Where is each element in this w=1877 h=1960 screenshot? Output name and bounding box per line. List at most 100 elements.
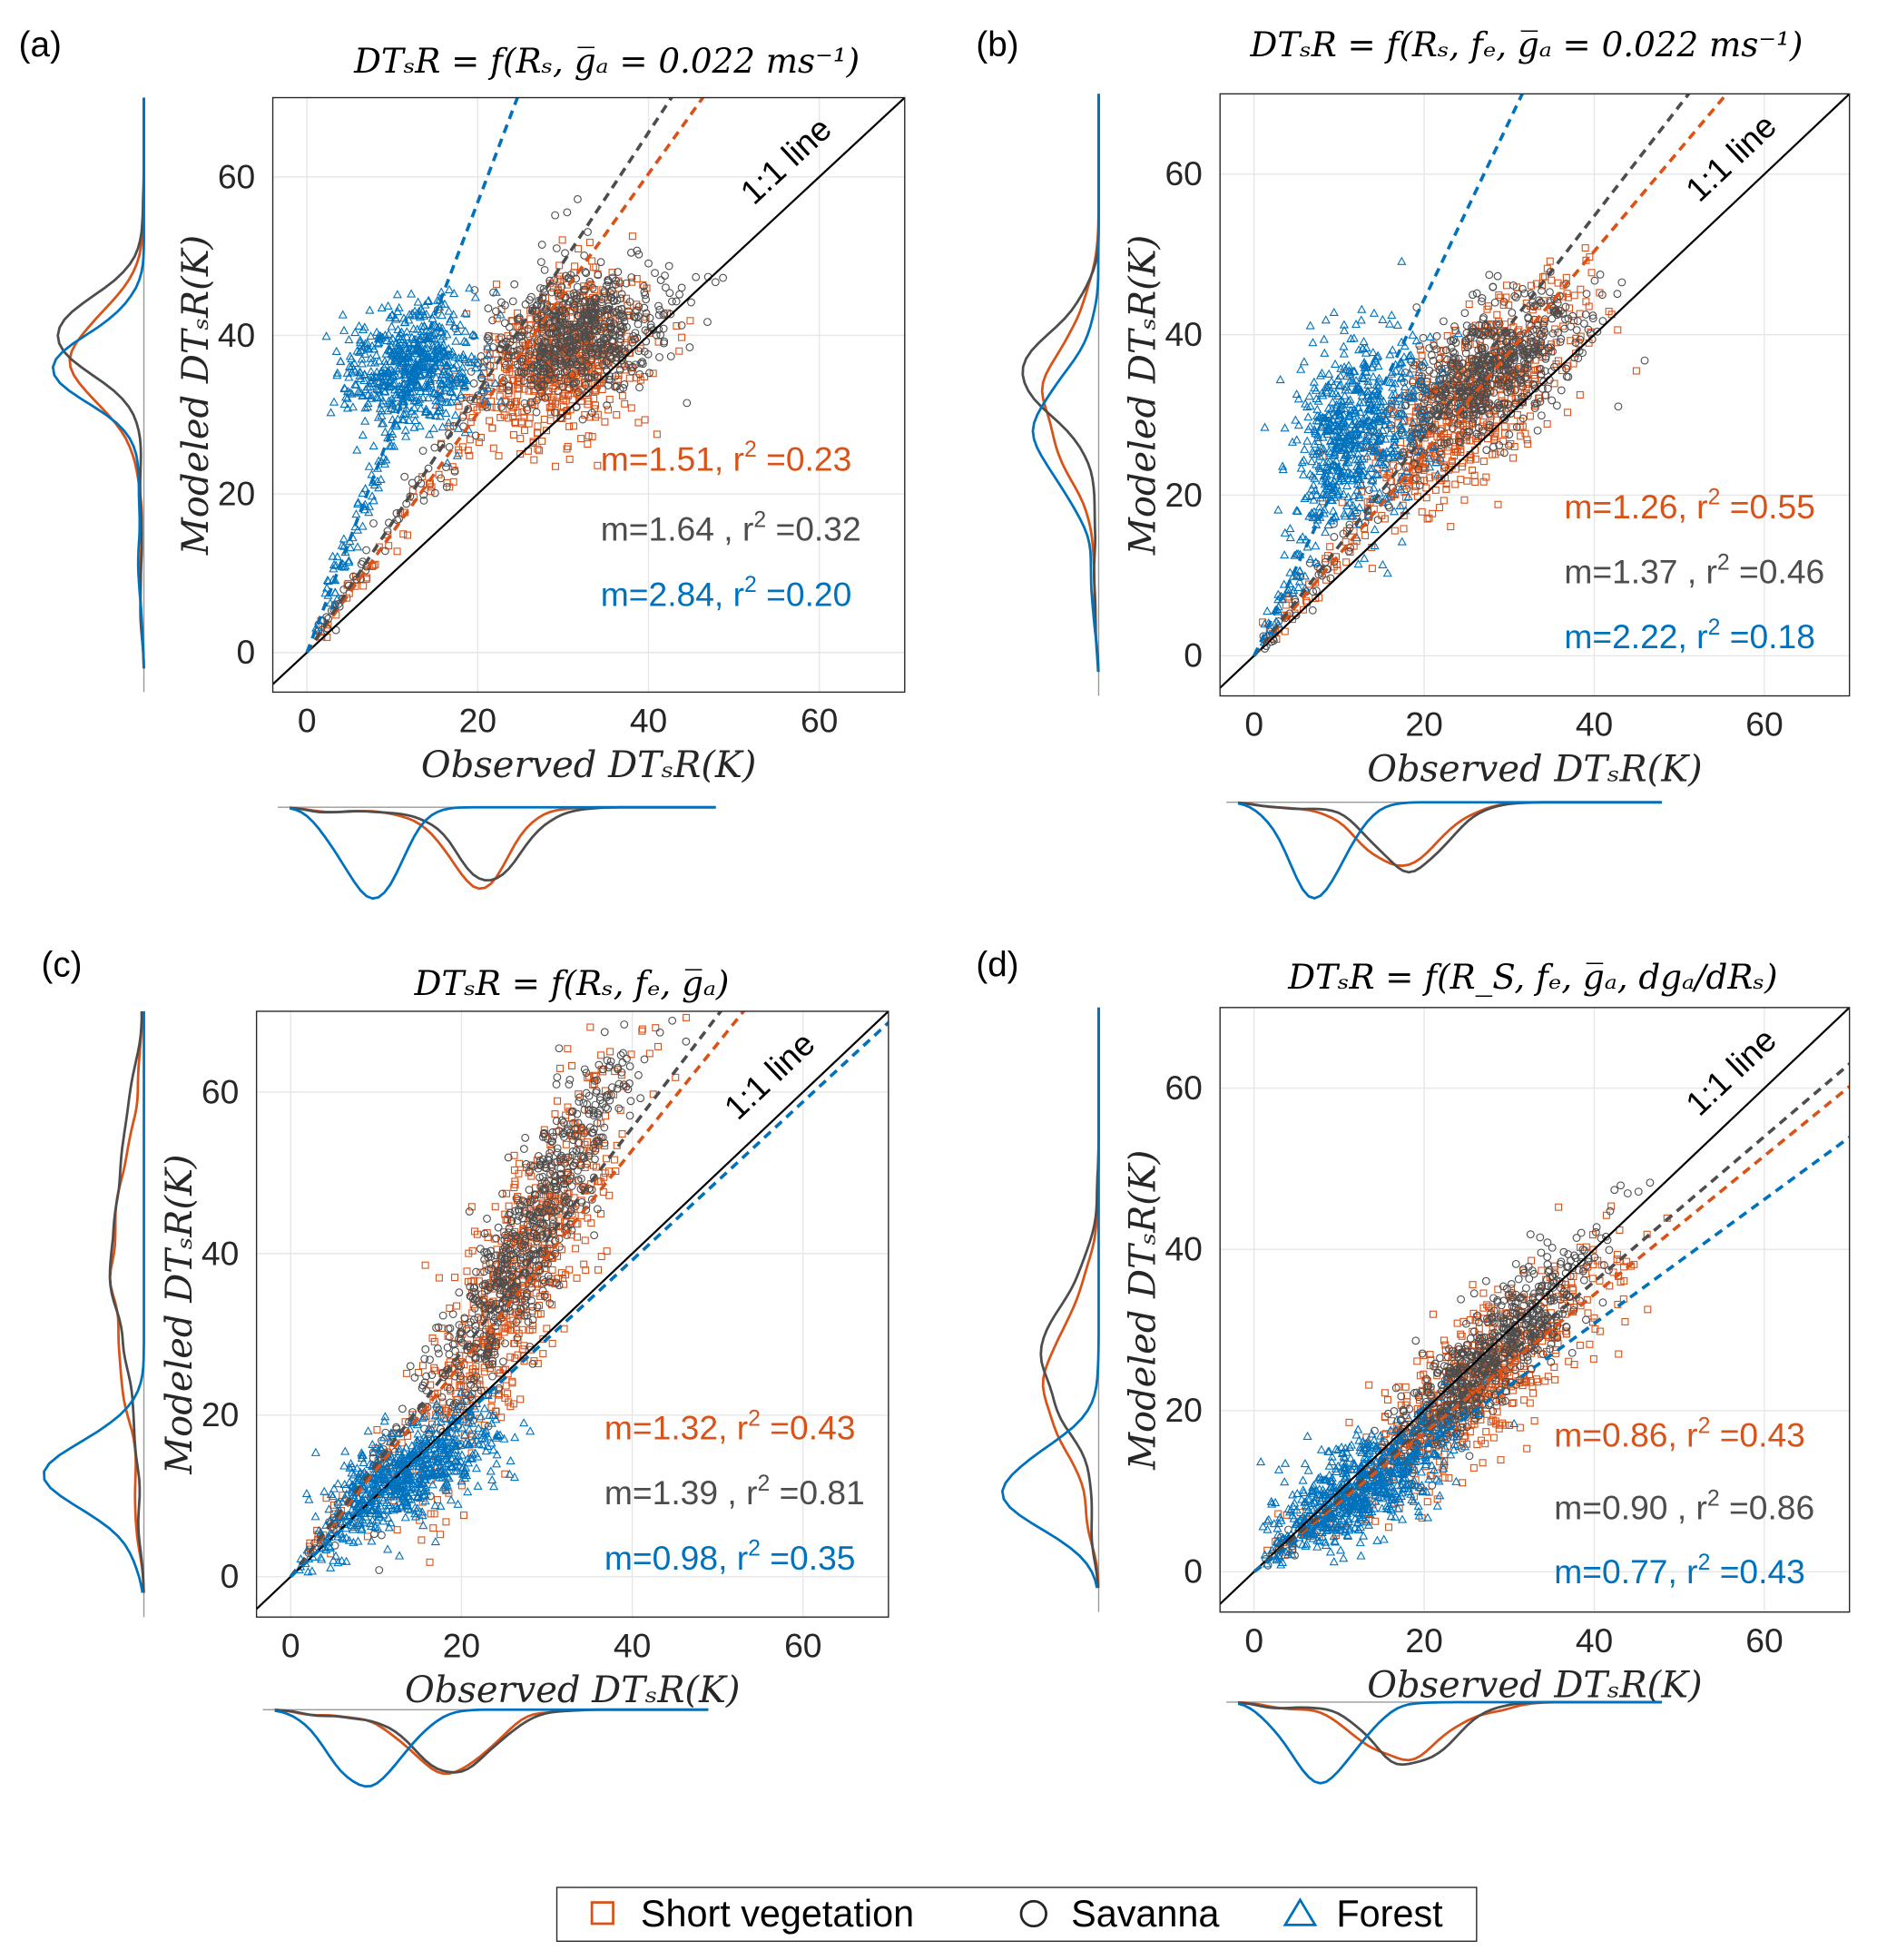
point-savanna	[645, 313, 654, 322]
point-forest	[1376, 452, 1386, 462]
point-savanna	[1614, 402, 1623, 411]
point-savanna	[1488, 330, 1497, 338]
point-forest	[1285, 524, 1295, 533]
point-short-vegetation	[502, 1382, 510, 1390]
point-forest	[347, 389, 357, 398]
point-savanna	[1493, 271, 1502, 281]
x-tick-label: 20	[459, 702, 496, 740]
point-forest	[1354, 502, 1364, 512]
point-short-vegetation	[1466, 456, 1474, 464]
point-short-vegetation	[543, 427, 551, 435]
point-forest	[360, 484, 370, 493]
point-forest	[364, 507, 374, 517]
point-forest	[1337, 397, 1348, 406]
point-forest	[1388, 448, 1398, 457]
y-tick-label: 40	[218, 316, 255, 354]
point-forest	[398, 414, 408, 424]
point-forest	[1358, 414, 1369, 423]
point-forest	[1394, 393, 1404, 402]
point-savanna	[573, 291, 582, 300]
point-forest	[1315, 466, 1325, 476]
point-forest	[1385, 428, 1395, 437]
point-savanna	[1521, 359, 1529, 369]
point-forest	[1393, 410, 1403, 419]
point-short-vegetation	[564, 411, 572, 419]
point-forest	[1278, 461, 1288, 470]
point-short-vegetation	[539, 1350, 547, 1358]
point-savanna	[685, 343, 694, 351]
point-forest	[344, 556, 354, 566]
point-forest	[1354, 489, 1364, 498]
point-savanna	[535, 364, 544, 373]
point-forest	[1312, 489, 1322, 499]
point-savanna	[1469, 291, 1477, 300]
point-short-vegetation	[562, 397, 570, 405]
point-forest	[397, 327, 407, 336]
point-savanna	[1596, 271, 1605, 279]
point-forest	[424, 409, 435, 419]
point-savanna	[1539, 377, 1548, 386]
point-short-vegetation	[577, 435, 585, 443]
point-forest	[395, 370, 405, 379]
point-savanna	[1508, 331, 1517, 340]
point-forest	[1361, 368, 1371, 377]
point-forest	[378, 368, 388, 377]
point-forest	[1339, 341, 1349, 350]
point-savanna	[543, 376, 552, 385]
point-forest	[1311, 541, 1321, 550]
point-forest	[348, 402, 358, 411]
point-forest	[344, 556, 354, 565]
point-forest	[407, 289, 417, 298]
point-short-vegetation	[625, 349, 634, 357]
point-forest	[1351, 375, 1361, 385]
point-forest	[379, 387, 389, 396]
point-savanna	[553, 345, 562, 354]
point-forest	[461, 337, 471, 347]
point-forest	[1308, 447, 1318, 456]
point-forest	[449, 288, 459, 298]
point-forest	[378, 419, 388, 428]
point-savanna	[620, 317, 629, 326]
point-forest	[1354, 461, 1364, 470]
point-short-vegetation	[1440, 497, 1448, 505]
point-short-vegetation	[514, 409, 522, 417]
point-short-vegetation	[563, 445, 571, 453]
point-savanna	[1402, 485, 1411, 494]
point-savanna	[1394, 463, 1402, 471]
point-forest	[1360, 436, 1370, 445]
point-savanna	[1508, 309, 1517, 317]
point-forest	[394, 384, 404, 393]
point-forest	[329, 397, 339, 406]
point-savanna	[1504, 358, 1513, 366]
point-forest	[1310, 426, 1320, 436]
point-savanna	[569, 349, 578, 357]
x-tick-label: 60	[801, 702, 838, 740]
point-forest	[1260, 422, 1270, 431]
point-savanna	[1546, 268, 1555, 276]
point-short-vegetation	[686, 317, 694, 325]
point-short-vegetation	[444, 1332, 452, 1340]
point-forest	[1312, 459, 1322, 468]
point-short-vegetation	[373, 1425, 381, 1433]
point-savanna	[1462, 329, 1471, 338]
point-forest	[1395, 419, 1405, 429]
point-short-vegetation	[586, 413, 595, 421]
point-forest	[449, 363, 459, 372]
x-tick-label: 60	[1745, 705, 1783, 744]
point-forest	[1321, 527, 1331, 537]
point-forest	[1378, 314, 1388, 323]
point-short-vegetation	[1368, 565, 1376, 573]
point-forest	[1406, 350, 1416, 359]
point-savanna	[1553, 299, 1562, 308]
point-forest	[417, 326, 427, 335]
point-forest	[427, 363, 437, 372]
point-forest	[1382, 568, 1392, 577]
point-forest	[1349, 491, 1359, 500]
point-forest	[371, 392, 382, 401]
point-savanna	[442, 463, 450, 472]
stat-label-forest: m=2.84, r2 =0.20	[601, 573, 852, 613]
point-savanna	[1440, 463, 1450, 472]
point-forest	[1398, 417, 1408, 426]
point-savanna	[1440, 389, 1450, 399]
point-short-vegetation	[514, 322, 522, 330]
